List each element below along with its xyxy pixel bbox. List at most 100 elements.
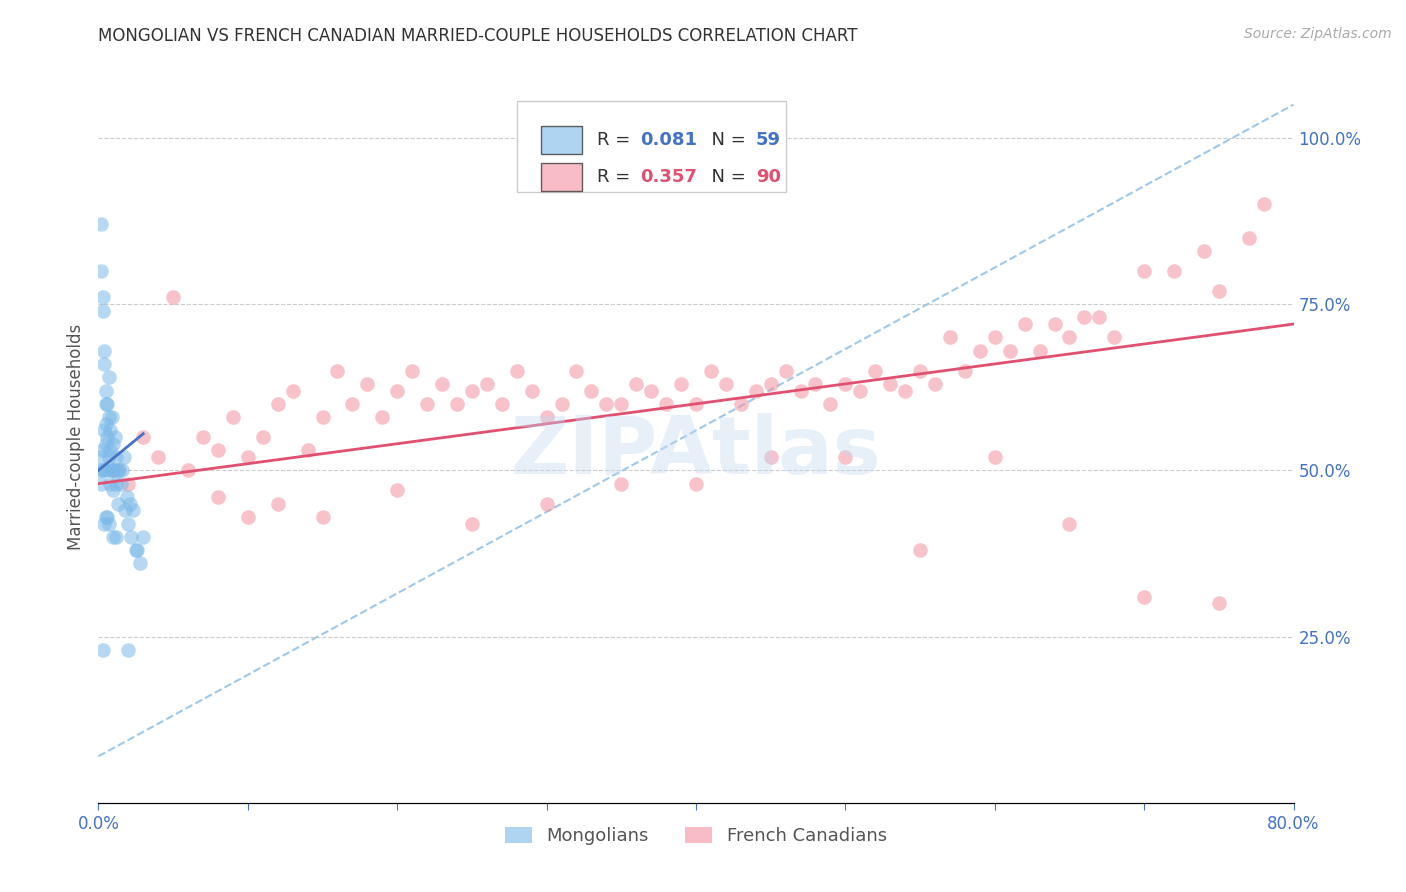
Point [804,376,827,391]
Point [118,497,141,511]
Point [1163,264,1185,278]
Point [371,410,394,425]
Point [745,384,768,398]
Point [148,450,170,464]
Point [110,476,132,491]
Point [98,443,122,458]
Point [117,476,139,491]
Point [98,476,122,491]
Point [730,397,752,411]
Point [416,397,439,411]
Point [120,530,142,544]
Point [103,463,125,477]
Point [236,509,259,524]
Point [103,483,125,498]
Point [536,410,558,425]
Point [595,397,617,411]
Text: N =: N = [700,168,751,186]
Point [97,516,120,531]
Text: 90: 90 [756,168,780,186]
Point [685,397,707,411]
Point [177,463,200,477]
Point [91,643,114,657]
Point [89,463,111,477]
Point [1028,343,1050,358]
Point [222,410,245,425]
Point [121,503,143,517]
Point [108,463,131,477]
Point [90,264,112,278]
Point [565,363,588,377]
Point [93,343,115,358]
Point [191,430,214,444]
Point [520,384,543,398]
Point [104,430,127,444]
Text: R =: R = [596,131,636,149]
Point [91,303,114,318]
Point [1237,230,1260,244]
Point [581,384,603,398]
Point [107,463,129,477]
Point [984,450,1007,464]
Point [475,376,498,391]
Point [103,530,125,544]
Point [865,363,887,377]
Point [685,476,707,491]
Point [1088,310,1111,325]
Point [94,509,117,524]
Point [849,384,872,398]
Point [252,430,274,444]
Point [94,397,117,411]
Point [103,436,125,450]
FancyBboxPatch shape [517,101,786,192]
Legend: Mongolians, French Canadians: Mongolians, French Canadians [498,820,894,852]
Point [267,397,290,411]
Text: MONGOLIAN VS FRENCH CANADIAN MARRIED-COUPLE HOUSEHOLDS CORRELATION CHART: MONGOLIAN VS FRENCH CANADIAN MARRIED-COU… [98,27,858,45]
Point [1043,317,1066,331]
Point [953,363,976,377]
Point [101,463,124,477]
Point [1133,590,1156,604]
Point [311,410,333,425]
Point [207,490,229,504]
Point [775,363,797,377]
Point [111,463,134,477]
Point [132,430,155,444]
Point [984,330,1007,344]
Point [342,397,364,411]
Point [91,290,114,304]
Point [1014,317,1036,331]
FancyBboxPatch shape [541,127,582,154]
Point [1104,330,1126,344]
Point [700,363,723,377]
Point [461,384,484,398]
Point [908,543,931,558]
Point [311,509,333,524]
Point [669,376,692,391]
Point [834,376,856,391]
Point [281,384,304,398]
Point [93,357,115,371]
Point [132,530,155,544]
Point [1059,330,1081,344]
Point [789,384,811,398]
Point [90,217,112,231]
Point [326,363,349,377]
Point [97,410,120,425]
Point [117,643,139,657]
Point [127,543,149,558]
Point [714,376,737,391]
Point [969,343,991,358]
Point [401,363,423,377]
Point [104,463,127,477]
Point [98,424,122,438]
Y-axis label: Married-couple Households: Married-couple Households [66,324,84,550]
Point [1253,197,1275,211]
Point [96,463,118,477]
Point [115,490,138,504]
Point [385,483,409,498]
Text: 0.357: 0.357 [640,168,697,186]
Point [385,384,409,398]
Point [207,443,229,458]
Point [491,397,513,411]
